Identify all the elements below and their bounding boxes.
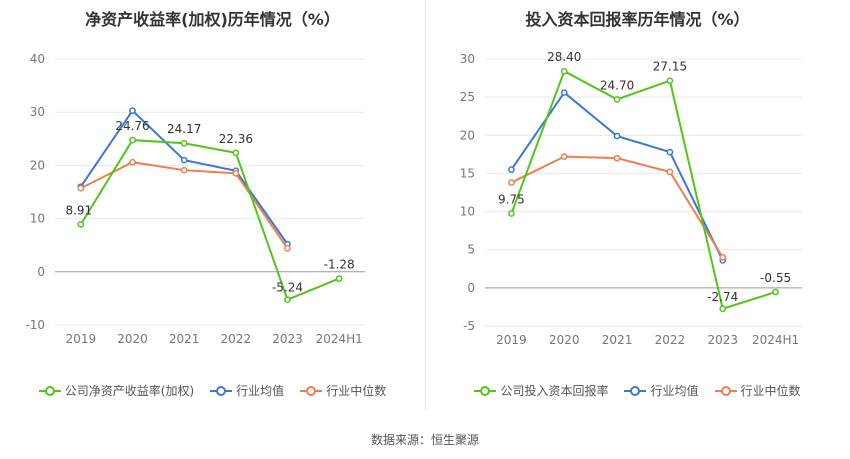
series-line	[510, 69, 776, 311]
x-tick-label: 2019	[66, 332, 97, 346]
data-point	[560, 67, 568, 75]
y-tick-label: 40	[30, 52, 45, 66]
x-tick-label: 2021	[602, 333, 633, 347]
data-point	[772, 288, 779, 296]
y-tick-label: -5	[463, 319, 475, 333]
data-point	[232, 170, 240, 177]
data-label: 8.91	[65, 203, 92, 217]
y-tick-label: 25	[460, 90, 475, 104]
y-tick-label: 15	[460, 166, 475, 180]
roe-line-chart: -10 0 10 20 30 40 2019 2020 2021 2022 2023 2024H1 8.…	[25, 52, 365, 346]
data-point	[666, 77, 674, 85]
legend-item[interactable]: 行业均值	[210, 382, 284, 399]
x-tick-label: 2024H1	[316, 332, 363, 346]
x-tick-label: 2023	[707, 333, 738, 347]
legend-label: 公司净资产收益率(加权)	[64, 384, 195, 398]
y-tick-label: 0	[37, 265, 45, 279]
x-tick-label: 2021	[169, 332, 200, 346]
legend-label: 行业均值	[650, 384, 699, 398]
data-label: 24.70	[600, 78, 634, 92]
y-tick-label: 10	[30, 212, 45, 226]
legend-item[interactable]: 行业中位数	[300, 382, 386, 399]
legend-label: 行业中位数	[740, 384, 801, 398]
data-point	[613, 132, 621, 140]
legend-item[interactable]: 公司净资产收益率(加权)	[38, 382, 195, 399]
data-point	[77, 221, 85, 228]
data-point	[613, 154, 621, 162]
data-label: 9.75	[498, 192, 525, 206]
legend-marker-icon	[714, 385, 737, 396]
data-label: -0.55	[760, 271, 791, 285]
x-tick-label: 2022	[221, 332, 252, 346]
legend-label: 公司投入资本回报率	[500, 384, 609, 398]
data-label: 24.17	[167, 122, 201, 136]
roe-chart-panel: 净资产收益率(加权)历年情况（%） -10 0 10 20 30 40 2019 2020 20…	[0, 0, 425, 420]
legend-marker-icon	[38, 385, 61, 396]
y-tick-label: 20	[30, 158, 45, 172]
data-point	[560, 89, 568, 96]
chart-legend: 公司净资产收益率(加权) 行业均值 行业中位数	[0, 382, 425, 399]
data-label: -1.28	[324, 258, 355, 272]
data-point	[180, 166, 188, 174]
data-point	[129, 107, 136, 114]
legend-item[interactable]: 行业均值	[624, 382, 699, 399]
data-point	[508, 166, 515, 173]
legend-item[interactable]: 公司投入资本回报率	[474, 382, 608, 399]
chart-title: 净资产收益率(加权)历年情况（%）	[85, 10, 340, 29]
y-tick-label: 5	[467, 243, 475, 257]
data-point	[719, 305, 727, 313]
chart-legend: 公司投入资本回报率 行业均值 行业中位数	[425, 382, 850, 399]
legend-label: 行业均值	[236, 384, 285, 398]
data-label: 28.40	[547, 50, 581, 64]
legend-marker-icon	[210, 385, 233, 396]
data-point	[284, 296, 291, 304]
data-label: -5.24	[272, 281, 303, 295]
data-label: -2.74	[707, 290, 738, 304]
x-tick-label: 2019	[496, 333, 527, 347]
data-point	[77, 184, 85, 192]
y-tick-label: 30	[460, 52, 475, 66]
data-point	[719, 253, 727, 261]
data-point	[666, 148, 674, 156]
data-point	[560, 153, 568, 160]
y-tick-label: 20	[460, 128, 475, 142]
panel-divider	[425, 0, 426, 410]
legend-item[interactable]: 行业中位数	[714, 382, 801, 399]
x-tick-label: 2022	[655, 333, 686, 347]
data-source-note: 数据来源：恒生聚源	[370, 433, 479, 447]
roic-chart-panel: 投入资本回报率历年情况（%） -5 0 5 10 15 20 25 30 2019 2020 202…	[425, 0, 850, 420]
data-point	[129, 158, 136, 166]
data-point	[129, 136, 136, 144]
data-point	[232, 149, 240, 157]
data-point	[335, 275, 343, 282]
legend-label: 行业中位数	[326, 384, 387, 398]
legend-marker-icon	[474, 385, 497, 396]
x-tick-label: 2023	[272, 332, 303, 346]
data-point	[666, 168, 674, 176]
data-label: 27.15	[653, 60, 687, 74]
roic-line-chart: -5 0 5 10 15 20 25 30 2019 2020 2021 2022 2023 2024H1…	[460, 50, 802, 347]
data-point	[508, 210, 515, 217]
data-point	[284, 245, 291, 252]
data-point	[508, 179, 515, 186]
data-label: 24.76	[115, 119, 149, 133]
data-point	[613, 96, 621, 103]
x-tick-label: 2024H1	[752, 333, 799, 347]
data-point	[180, 156, 188, 164]
x-tick-label: 2020	[117, 332, 148, 346]
y-tick-label: 0	[467, 281, 475, 295]
x-tick-label: 2020	[549, 333, 580, 347]
data-point	[180, 139, 188, 147]
legend-marker-icon	[300, 385, 323, 396]
y-tick-label: 30	[30, 105, 45, 119]
chart-title: 投入资本回报率历年情况（%）	[525, 10, 750, 29]
series-line	[510, 91, 724, 261]
y-tick-label: 10	[460, 205, 475, 219]
series-line	[79, 139, 340, 301]
legend-marker-icon	[624, 385, 647, 396]
data-label: 22.36	[219, 132, 253, 146]
y-tick-label: -10	[25, 318, 45, 332]
